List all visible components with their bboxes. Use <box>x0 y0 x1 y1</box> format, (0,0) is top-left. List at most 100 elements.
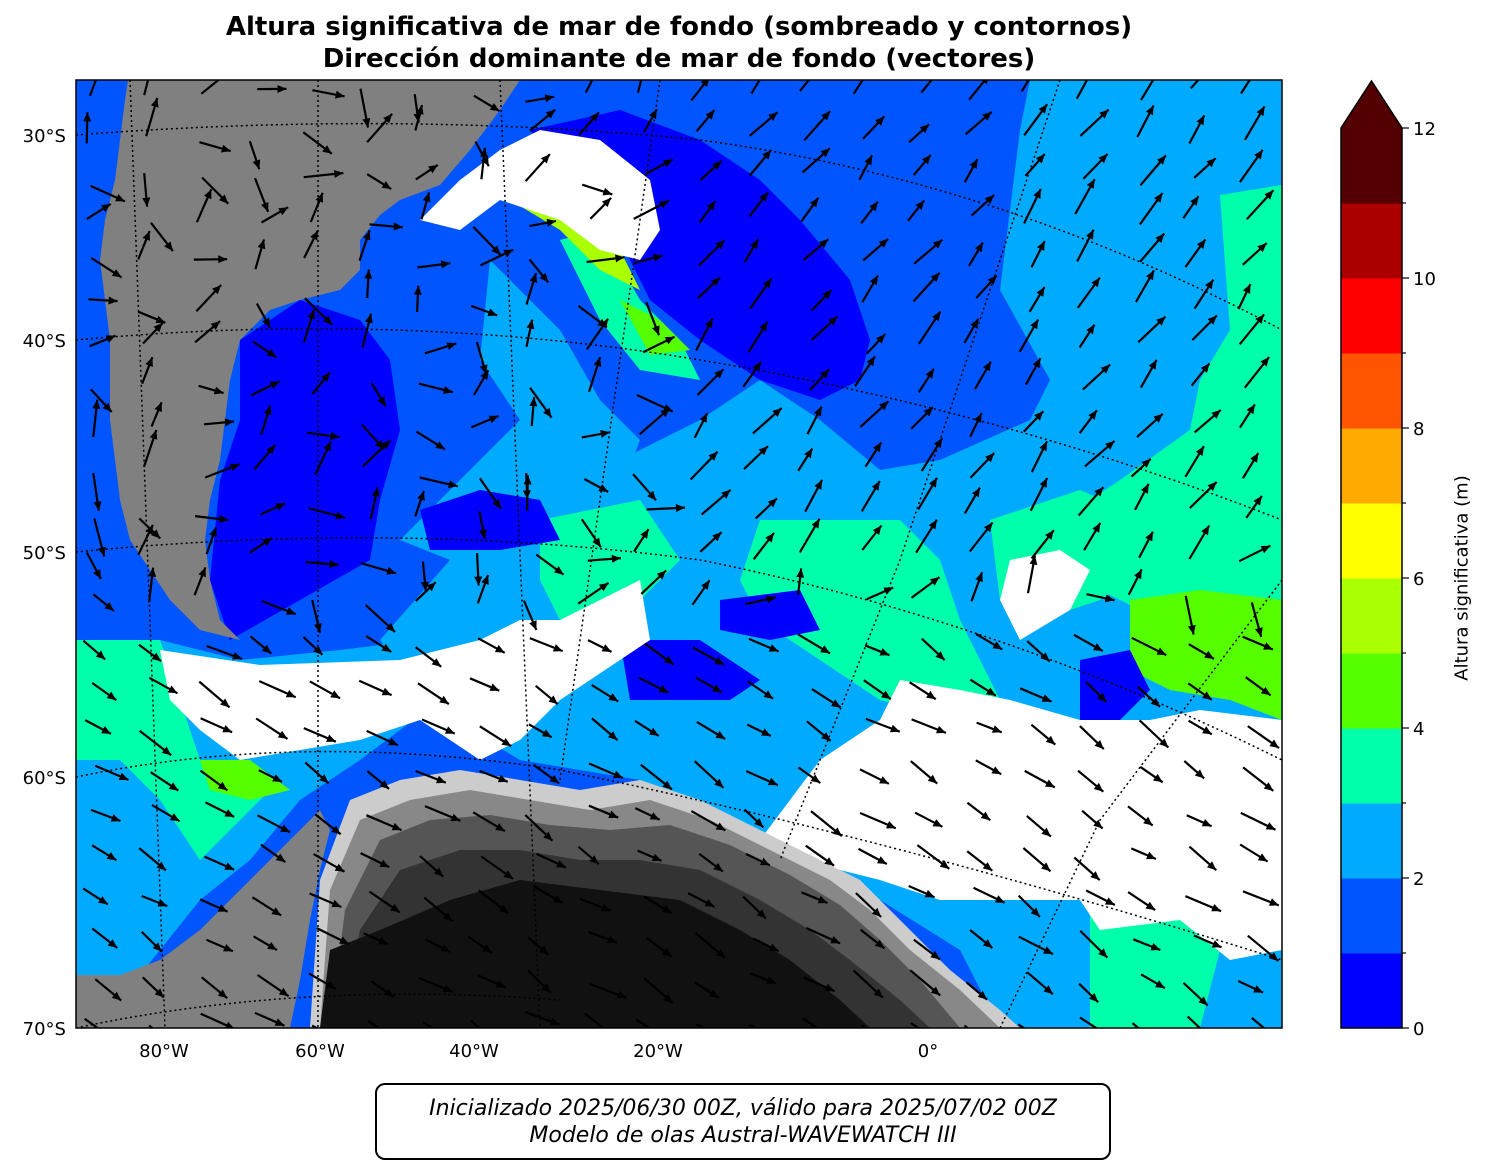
gridline-60s <box>76 750 1282 961</box>
swell-vector-shaft <box>1189 80 1200 90</box>
swell-vector-head <box>932 819 943 827</box>
swell-vector-head <box>435 441 445 450</box>
swell-vector-head <box>766 976 777 984</box>
swell-vector-head <box>277 85 287 93</box>
swell-vector-head <box>275 853 286 863</box>
swell-vector-head <box>712 684 722 693</box>
swell-vector-head <box>326 734 336 742</box>
map-gridlines <box>76 80 1282 1028</box>
swell-vector-head <box>765 532 774 543</box>
swell-vector-head <box>598 582 609 592</box>
swell-vector-head <box>431 658 442 667</box>
latitude-labels: 30°S 40°S 50°S 60°S 70°S <box>23 126 66 1040</box>
swell-vector-head <box>285 690 296 698</box>
swell-vector-head <box>664 336 675 345</box>
swell-vector-head <box>1153 413 1163 423</box>
swell-vector-head <box>923 407 933 417</box>
swell-vector-head <box>828 316 838 326</box>
swell-vector-head <box>440 944 451 952</box>
swell-vector-head <box>266 445 276 455</box>
swell-vector-head <box>929 577 940 586</box>
gridline-70s <box>76 993 561 1028</box>
swell-vector-head <box>105 335 116 343</box>
swell-vector-head <box>808 70 817 80</box>
swell-vector-head <box>153 323 163 333</box>
swell-vector-head <box>714 369 724 379</box>
swell-vector-head <box>761 728 771 736</box>
swell-vector-head <box>659 200 669 209</box>
swell-vector-head <box>675 504 685 512</box>
swell-vector-head <box>106 852 117 861</box>
swell-vector-head <box>104 602 114 611</box>
swell-vector-head <box>756 909 766 919</box>
swell-vector-shaft <box>920 80 933 94</box>
swell-zone-4-5m-drake <box>200 760 290 800</box>
swell-vector-shaft <box>968 80 987 101</box>
swell-vector-head <box>272 774 282 782</box>
swell-vector-head <box>649 812 660 820</box>
swell-vector-head <box>362 118 371 128</box>
map-title-line-1: Altura significativa de mar de fondo (so… <box>225 12 1133 42</box>
swell-vector-head <box>1190 196 1199 206</box>
swell-vector-head <box>1268 952 1279 961</box>
swell-vector-head <box>364 313 373 324</box>
swell-vector-head <box>877 856 887 864</box>
swell-vector-head <box>865 64 873 74</box>
no-swell-zone-rio-plata <box>420 130 660 260</box>
colorbar-segment <box>1341 428 1402 504</box>
swell-vector-head <box>768 644 779 652</box>
swell-vector-head <box>866 356 875 367</box>
swell-vector-head <box>102 402 112 412</box>
swell-vector-head <box>762 150 772 160</box>
swell-vector-head <box>700 80 709 87</box>
colorbar-segment <box>1341 128 1402 204</box>
swell-vector-head <box>824 983 835 992</box>
swell-vector-head <box>763 690 774 699</box>
swell-vector-head <box>974 242 983 253</box>
swell-vector-head <box>1145 105 1154 116</box>
swell-vector-head <box>363 230 371 241</box>
swell-vector-head <box>699 413 708 423</box>
swell-vector-head <box>1091 277 1100 288</box>
swell-vector-head <box>980 811 991 821</box>
swell-vector-head <box>1150 1037 1159 1046</box>
swell-vector-head <box>818 239 829 249</box>
swell-vector-head <box>767 498 777 508</box>
antarctica-land-core <box>320 880 870 1028</box>
swell-vector-head <box>168 782 179 791</box>
swell-vector-head <box>1040 652 1050 662</box>
swell-vector-head <box>1159 738 1169 748</box>
swell-vector-head <box>879 401 889 411</box>
land-south-america <box>100 80 520 640</box>
swell-vector-head <box>936 725 946 734</box>
swell-vector-head <box>523 475 532 485</box>
swell-vector-shaft <box>750 80 761 95</box>
swell-vector-head <box>489 683 500 691</box>
swell-vector-head <box>142 197 151 207</box>
swell-vector-shaft <box>584 1012 605 1028</box>
swell-vector-head <box>1035 154 1045 164</box>
swell-vector-head <box>212 285 222 295</box>
colorbar-tick-label: 4 <box>1413 719 1424 740</box>
swell-vector-head <box>150 97 159 108</box>
swell-vector-head <box>977 990 988 1000</box>
swell-vector-head <box>881 690 891 700</box>
swell-vector-head <box>540 154 550 164</box>
swell-vector-head <box>1045 530 1054 540</box>
swell-vector-head <box>1207 315 1217 325</box>
swell-vector-head <box>982 111 992 121</box>
swell-vector-head <box>310 230 318 241</box>
swell-vector-head <box>930 986 941 996</box>
swell-vector-head <box>607 935 617 944</box>
swell-vector-head <box>932 311 941 322</box>
swell-vector-head <box>544 94 555 103</box>
swell-vector-head <box>420 581 429 591</box>
swell-vector-head <box>494 644 505 653</box>
colorbar-tick-label: 0 <box>1413 1019 1424 1040</box>
swell-vector-head <box>154 988 164 998</box>
swell-vector-head <box>932 239 943 249</box>
swell-vector-head <box>1088 410 1097 420</box>
swell-vector-head <box>381 687 392 696</box>
swell-vector-head <box>489 103 500 112</box>
swell-vector-shaft <box>1079 1016 1099 1028</box>
